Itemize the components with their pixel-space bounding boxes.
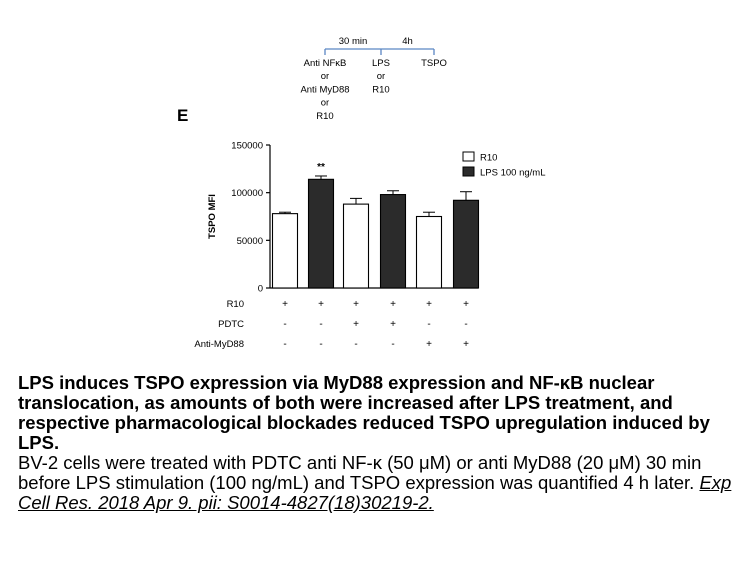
condition-cell: +	[390, 319, 396, 330]
y-tick-label: 0	[258, 284, 263, 295]
condition-cell: -	[283, 339, 286, 350]
condition-cell: -	[464, 319, 467, 330]
condition-row-label: Anti-MyD88	[194, 339, 244, 350]
protocol-timeline: 30 min 4h Anti NFκB or Anti MyD88 or R10 LPS or R…	[300, 36, 446, 122]
timeline-step-label: LPS	[372, 58, 390, 69]
condition-cell: -	[283, 319, 286, 330]
condition-cell: -	[319, 319, 322, 330]
timeline-step-label: Anti MyD88	[300, 84, 349, 95]
panel-label: E	[177, 106, 188, 125]
citation-link[interactable]: Exp Cell Res. 2018 Apr 9. pii: S0014-482…	[18, 472, 732, 513]
condition-cell: +	[463, 339, 469, 350]
bar	[342, 203, 370, 289]
significance-marker: **	[317, 162, 325, 173]
legend-label: LPS 100 ng/mL	[480, 168, 546, 179]
bar	[307, 178, 335, 289]
timeline-step-label: TSPO	[421, 58, 447, 69]
y-axis-label: TSPO MFI	[207, 194, 218, 239]
condition-cell: -	[354, 339, 357, 350]
caption-title: LPS induces TSPO expression via MyD88 ex…	[18, 372, 710, 453]
timeline-step-label: or	[321, 71, 329, 82]
bar	[415, 215, 443, 289]
condition-cell: -	[319, 339, 322, 350]
legend-swatch	[462, 166, 475, 177]
condition-cell: +	[463, 299, 469, 310]
condition-cell: -	[391, 339, 394, 350]
condition-row-label: PDTC	[218, 319, 244, 330]
y-tick-label: 100000	[231, 188, 263, 199]
bar-chart: 0 50000 100000 150000 TSPO MFI ** R10 LPS 100 n…	[194, 141, 545, 351]
condition-cell: +	[353, 319, 359, 330]
timeline-step-label: R10	[316, 111, 333, 122]
condition-cell: -	[427, 319, 430, 330]
condition-row-label: R10	[227, 299, 244, 310]
timeline-interval-label: 4h	[402, 36, 413, 47]
figure-caption: LPS induces TSPO expression via MyD88 ex…	[18, 373, 748, 513]
y-tick-label: 150000	[231, 141, 263, 152]
timeline-step-label: R10	[372, 84, 389, 95]
timeline-step-label: Anti NFκB	[304, 58, 347, 69]
legend-swatch	[462, 151, 475, 162]
condition-cell: +	[426, 299, 432, 310]
caption-body: BV-2 cells were treated with PDTC anti N…	[18, 452, 702, 493]
bar	[452, 199, 480, 289]
condition-cell: +	[353, 299, 359, 310]
legend-label: R10	[480, 153, 497, 164]
condition-cell: +	[318, 299, 324, 310]
timeline-interval-label: 30 min	[339, 36, 368, 47]
bar	[271, 213, 299, 289]
figure-panel-e: 30 min 4h Anti NFκB or Anti MyD88 or R10 LPS or R…	[177, 36, 546, 351]
y-tick-label: 50000	[237, 236, 263, 247]
condition-cell: +	[390, 299, 396, 310]
condition-cell: +	[426, 339, 432, 350]
bar	[379, 194, 407, 289]
condition-cell: +	[282, 299, 288, 310]
timeline-step-label: or	[377, 71, 385, 82]
timeline-step-label: or	[321, 98, 329, 109]
